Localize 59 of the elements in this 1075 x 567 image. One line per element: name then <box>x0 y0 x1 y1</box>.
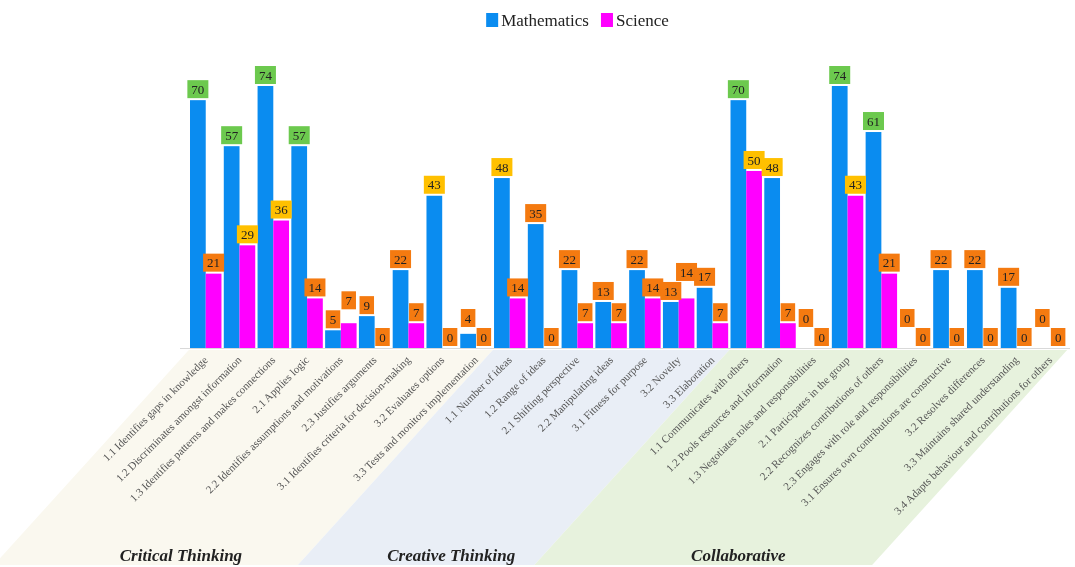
data-label: 4 <box>464 310 472 326</box>
data-label: 0 <box>802 310 810 326</box>
text: Critical Thinking <box>119 546 243 565</box>
data-label: 7 <box>717 304 725 320</box>
data-label: 0 <box>1054 329 1062 345</box>
data-label: 22 <box>562 251 576 267</box>
data-label: 0 <box>919 329 927 345</box>
data-label: 7 <box>581 304 589 320</box>
data-label: 9 <box>363 297 371 313</box>
data-label: 22 <box>630 251 644 267</box>
data-label: 14 <box>511 279 525 295</box>
data-label: 22 <box>968 251 982 267</box>
data-label: 57 <box>292 127 307 143</box>
data-label: 0 <box>1021 329 1028 345</box>
text: Creative Thinking <box>387 546 516 565</box>
text: Collaborative <box>691 546 787 565</box>
bar <box>340 323 357 348</box>
data-label: 36 <box>274 202 289 218</box>
bar <box>678 298 695 348</box>
data-label: 61 <box>866 113 880 129</box>
data-label: 0 <box>1039 310 1046 326</box>
data-label: 43 <box>427 177 441 193</box>
data-label: 14 <box>646 279 660 295</box>
data-label: 74 <box>258 67 273 83</box>
data-label: 0 <box>904 310 911 326</box>
data-label: 22 <box>394 251 408 267</box>
data-label: 48 <box>495 159 509 175</box>
data-label: 43 <box>848 177 862 193</box>
data-label: 0 <box>379 329 386 345</box>
data-label: 0 <box>953 329 961 345</box>
data-label: 22 <box>934 251 948 267</box>
data-label: 35 <box>529 205 543 221</box>
data-label: 70 <box>191 81 205 97</box>
data-label: 0 <box>480 329 488 345</box>
data-label: 21 <box>882 255 896 271</box>
data-label: 50 <box>747 152 761 168</box>
data-label: 17 <box>1002 269 1016 285</box>
data-label: 0 <box>446 329 454 345</box>
data-label: 57 <box>225 127 239 143</box>
data-label: 29 <box>240 226 254 242</box>
data-label: 7 <box>615 304 623 320</box>
data-label: 7 <box>413 304 421 320</box>
data-label: 7 <box>345 292 353 308</box>
data-label: 21 <box>207 255 221 271</box>
data-label: 17 <box>698 269 712 285</box>
data-label: 0 <box>987 329 994 345</box>
data-label: 13 <box>664 283 678 299</box>
data-label: 0 <box>548 329 555 345</box>
data-label: 48 <box>765 159 779 175</box>
data-label: 14 <box>308 279 322 295</box>
data-label: 14 <box>680 264 694 280</box>
data-label: 13 <box>596 283 610 299</box>
data-label: 7 <box>784 304 792 320</box>
data-label: 5 <box>329 311 337 327</box>
data-label: 70 <box>731 81 745 97</box>
data-label: 74 <box>833 67 847 83</box>
legend-label: Science <box>615 10 669 30</box>
legend-label: Mathematics <box>501 10 589 30</box>
data-label: 0 <box>818 329 825 345</box>
